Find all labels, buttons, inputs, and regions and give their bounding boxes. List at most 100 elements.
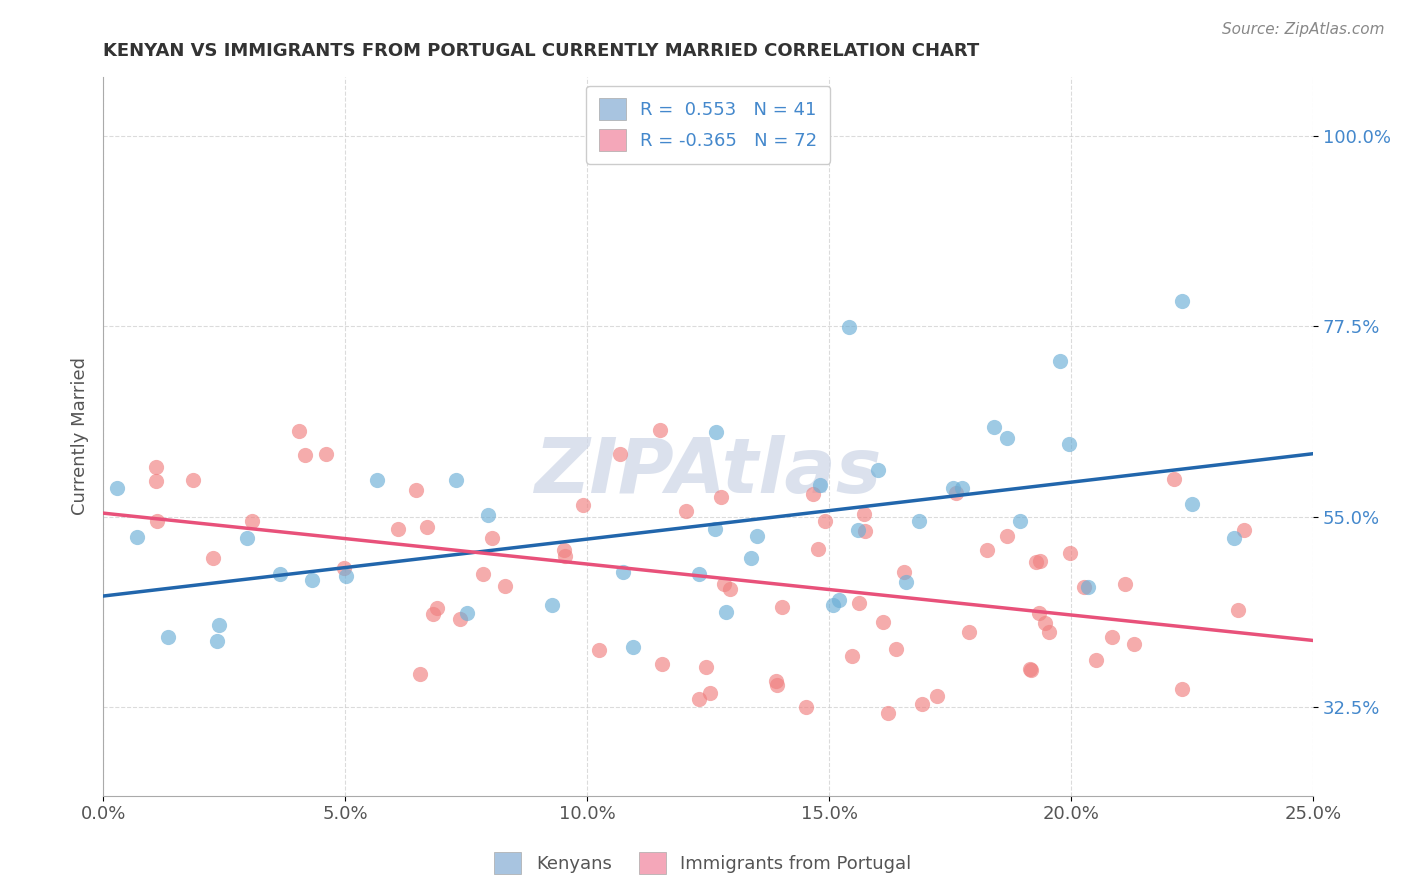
Point	[695, 660, 717, 674]
Point	[202, 550, 225, 565]
Point	[127, 530, 149, 544]
Point	[609, 446, 631, 460]
Point	[1181, 497, 1204, 511]
Point	[477, 508, 499, 523]
Point	[1223, 531, 1246, 545]
Point	[156, 630, 179, 644]
Point	[1057, 437, 1080, 451]
Point	[1163, 472, 1185, 486]
Point	[745, 529, 768, 543]
Point	[848, 596, 870, 610]
Text: ZIPAtlas: ZIPAtlas	[534, 435, 882, 509]
Point	[416, 520, 439, 534]
Point	[145, 474, 167, 488]
Point	[995, 431, 1018, 445]
Point	[911, 698, 934, 712]
Point	[612, 565, 634, 579]
Point	[945, 486, 967, 500]
Point	[145, 459, 167, 474]
Point	[651, 657, 673, 672]
Point	[1123, 637, 1146, 651]
Point	[765, 678, 787, 692]
Point	[876, 706, 898, 721]
Point	[706, 425, 728, 439]
Point	[699, 685, 721, 699]
Point	[1226, 603, 1249, 617]
Point	[925, 689, 948, 703]
Point	[1059, 546, 1081, 560]
Point	[1038, 624, 1060, 639]
Point	[648, 424, 671, 438]
Point	[572, 498, 595, 512]
Point	[1049, 354, 1071, 368]
Point	[866, 462, 889, 476]
Point	[236, 532, 259, 546]
Point	[208, 617, 231, 632]
Point	[841, 649, 863, 664]
Point	[1114, 577, 1136, 591]
Point	[884, 642, 907, 657]
Point	[456, 606, 478, 620]
Point	[471, 567, 494, 582]
Point	[853, 507, 876, 521]
Point	[449, 612, 471, 626]
Point	[1010, 514, 1032, 528]
Point	[688, 566, 710, 581]
Point	[908, 514, 931, 528]
Point	[675, 504, 697, 518]
Legend: Kenyans, Immigrants from Portugal: Kenyans, Immigrants from Portugal	[485, 843, 921, 883]
Point	[1073, 580, 1095, 594]
Point	[950, 481, 973, 495]
Point	[422, 607, 444, 622]
Point	[688, 692, 710, 706]
Point	[808, 477, 831, 491]
Point	[872, 615, 894, 629]
Point	[387, 522, 409, 536]
Point	[426, 601, 449, 615]
Text: Source: ZipAtlas.com: Source: ZipAtlas.com	[1222, 22, 1385, 37]
Point	[541, 598, 564, 612]
Point	[621, 640, 644, 654]
Point	[1101, 630, 1123, 644]
Y-axis label: Currently Married: Currently Married	[72, 357, 89, 516]
Point	[240, 514, 263, 528]
Point	[942, 481, 965, 495]
Point	[405, 483, 427, 497]
Point	[983, 419, 1005, 434]
Point	[288, 424, 311, 438]
Point	[853, 524, 876, 538]
Point	[301, 573, 323, 587]
Point	[409, 667, 432, 681]
Point	[894, 574, 917, 589]
Point	[765, 674, 787, 689]
Point	[794, 700, 817, 714]
Point	[107, 481, 129, 495]
Point	[146, 514, 169, 528]
Point	[713, 576, 735, 591]
Point	[704, 522, 727, 536]
Point	[740, 550, 762, 565]
Point	[269, 566, 291, 581]
Point	[770, 599, 793, 614]
Point	[1171, 681, 1194, 696]
Point	[828, 593, 851, 607]
Point	[801, 487, 824, 501]
Point	[997, 529, 1019, 543]
Point	[846, 523, 869, 537]
Point	[481, 531, 503, 545]
Point	[1077, 580, 1099, 594]
Point	[335, 568, 357, 582]
Point	[814, 514, 837, 528]
Point	[494, 579, 516, 593]
Point	[588, 643, 610, 657]
Point	[366, 474, 388, 488]
Point	[1233, 523, 1256, 537]
Point	[315, 447, 337, 461]
Point	[1025, 555, 1047, 569]
Point	[1170, 294, 1192, 309]
Point	[710, 490, 733, 504]
Point	[838, 319, 860, 334]
Point	[718, 582, 741, 597]
Point	[716, 605, 738, 619]
Point	[181, 473, 204, 487]
